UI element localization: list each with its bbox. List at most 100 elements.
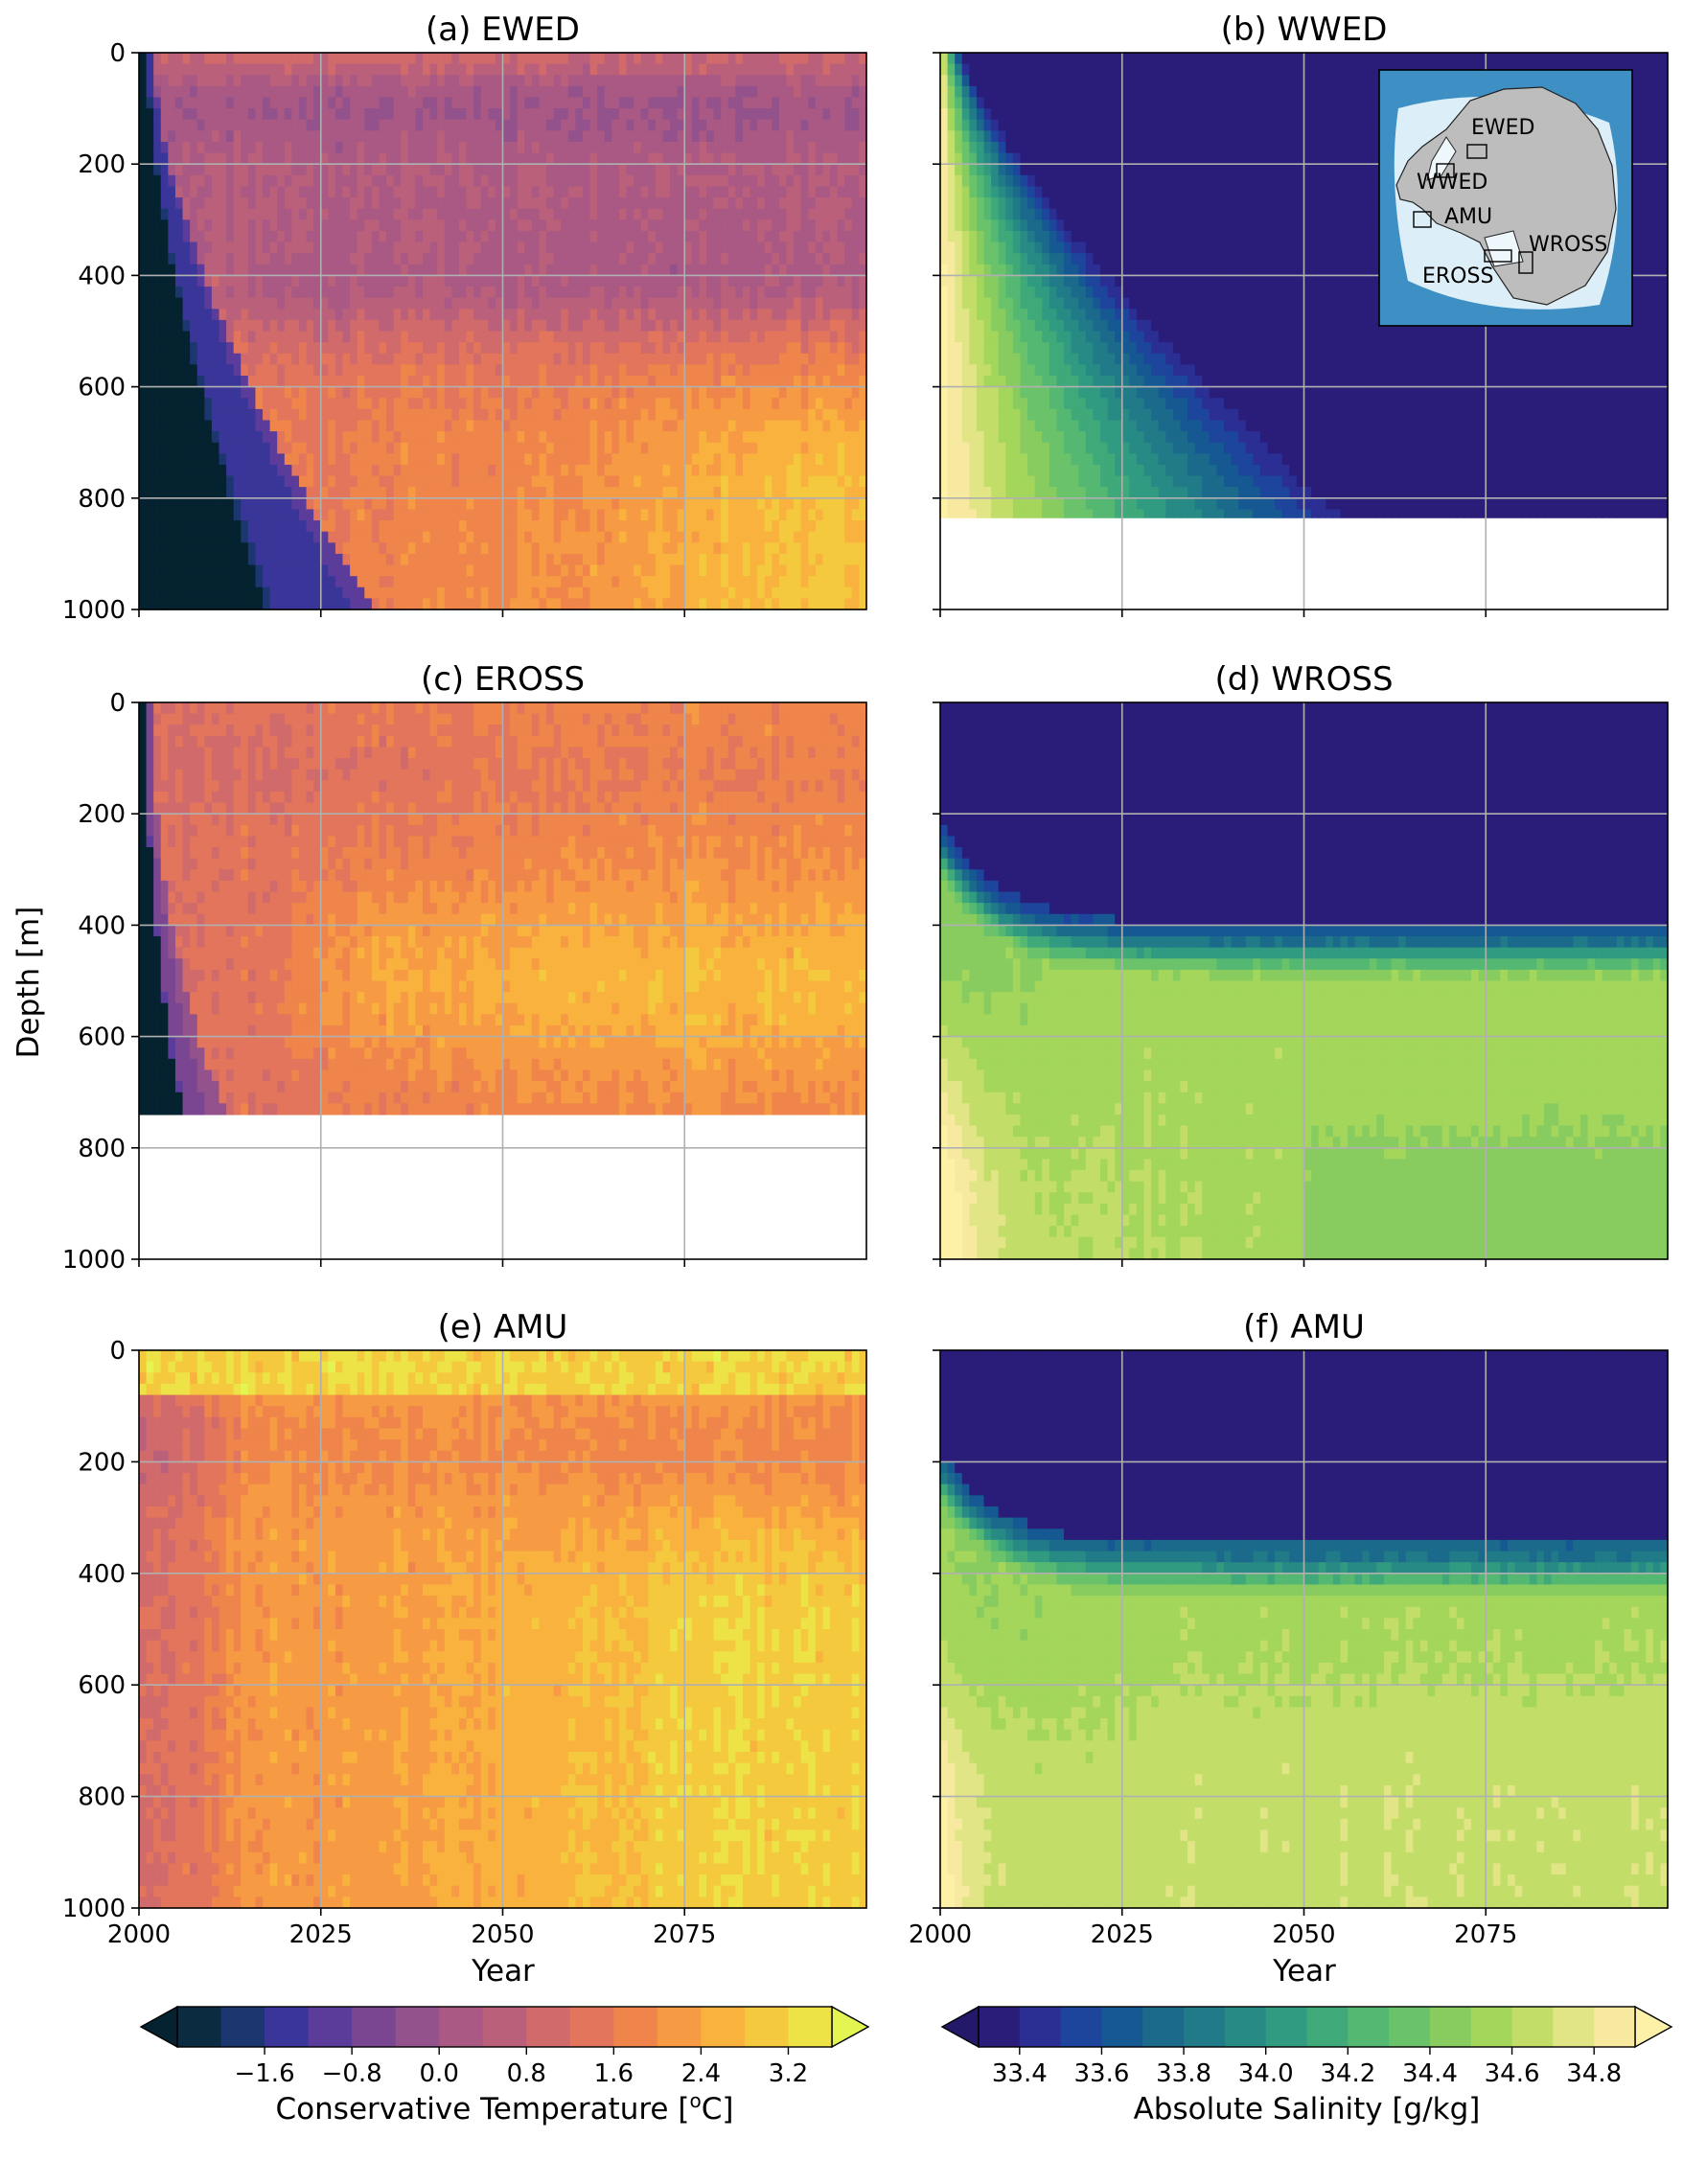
colorbar-tick-label: 0.0 bbox=[420, 2059, 459, 2088]
x-tick-label: 2000 bbox=[909, 1920, 972, 1949]
y-tick-label: 400 bbox=[78, 1560, 126, 1589]
colorbar-tick-label: 34.4 bbox=[1402, 2059, 1458, 2088]
x-tick-label: 2050 bbox=[471, 1920, 534, 1949]
panel-f: 2000 2025 2050 2075 (f) AMU bbox=[909, 1308, 1669, 1949]
colorbars-layer: −1.6 −0.8 0.0 0.8 1.6 2.4 3.2 Conservative Temp… bbox=[141, 2007, 1671, 2127]
y-tick-label: 800 bbox=[78, 485, 126, 514]
y-tick-label: 600 bbox=[78, 1671, 126, 1700]
colorbar-under-arrow bbox=[942, 2007, 979, 2047]
colorbar-tick-label: 34.0 bbox=[1238, 2059, 1294, 2088]
colorbar-tick-label: 33.4 bbox=[992, 2059, 1048, 2088]
colorbar-swatch bbox=[439, 2007, 483, 2047]
y-tick-label: 600 bbox=[78, 1023, 126, 1052]
panel-d: (d) WROSS bbox=[933, 660, 1669, 1267]
inset-label-amu: AMU bbox=[1444, 205, 1492, 229]
colorbar-swatch bbox=[265, 2007, 309, 2047]
y-tick-label: 200 bbox=[78, 150, 126, 179]
colorbar-tick-label: −0.8 bbox=[322, 2059, 382, 2088]
colorbar-swatch bbox=[788, 2007, 832, 2047]
inset-map: EWED WWED AMU WROSS EROSS bbox=[1379, 70, 1632, 326]
colorbar-swatch bbox=[1430, 2007, 1471, 2047]
y-tick-label: 400 bbox=[78, 262, 126, 290]
y-tick-label: 0 bbox=[109, 39, 126, 68]
y-tick-label: 1000 bbox=[62, 596, 126, 625]
colorbar-swatch bbox=[1225, 2007, 1266, 2047]
y-tick-label: 1000 bbox=[62, 1895, 126, 1923]
colorbar-swatch bbox=[657, 2007, 702, 2047]
y-tick-label: 600 bbox=[78, 374, 126, 402]
y-axis-label: Depth [m] bbox=[12, 907, 46, 1059]
colorbar-tick-label: 33.8 bbox=[1156, 2059, 1211, 2088]
colorbar-swatch bbox=[177, 2007, 221, 2047]
colorbar-swatch bbox=[570, 2007, 614, 2047]
colorbar-swatch bbox=[1142, 2007, 1184, 2047]
panel-title: (e) AMU bbox=[438, 1308, 568, 1346]
panel-title: (f) AMU bbox=[1243, 1308, 1365, 1346]
x-tick-label: 2075 bbox=[653, 1920, 716, 1949]
colorbar-temperature: −1.6 −0.8 0.0 0.8 1.6 2.4 3.2 Conservative Temp… bbox=[141, 2007, 868, 2127]
colorbar-under-arrow bbox=[141, 2007, 177, 2047]
colorbar-swatch bbox=[1594, 2007, 1635, 2047]
colorbar-tick-label: 1.6 bbox=[594, 2059, 634, 2088]
y-tick-label: 0 bbox=[109, 689, 126, 718]
colorbar-tick-label: 2.4 bbox=[681, 2059, 721, 2088]
colorbar-swatch bbox=[1553, 2007, 1594, 2047]
colorbar-swatch bbox=[309, 2007, 353, 2047]
colorbar-over-arrow bbox=[832, 2007, 868, 2047]
x-tick-label: 2025 bbox=[289, 1920, 353, 1949]
panel-title: (b) WWED bbox=[1221, 11, 1388, 49]
y-tick-label: 800 bbox=[78, 1135, 126, 1163]
colorbar-over-arrow bbox=[1635, 2007, 1671, 2047]
colorbar-swatch bbox=[1389, 2007, 1430, 2047]
colorbar-tick-label: 33.6 bbox=[1073, 2059, 1129, 2088]
inset-label-eross: EROSS bbox=[1422, 264, 1493, 288]
colorbar-swatch bbox=[221, 2007, 265, 2047]
colorbar-swatch bbox=[1101, 2007, 1142, 2047]
colorbar-swatch bbox=[1512, 2007, 1554, 2047]
colorbar-swatch bbox=[1307, 2007, 1349, 2047]
colorbar-swatch bbox=[1061, 2007, 1102, 2047]
colorbar-label: Absolute Salinity [g/kg] bbox=[1134, 2092, 1481, 2127]
colorbar-tick-label: 34.2 bbox=[1320, 2059, 1375, 2088]
colorbar-swatch bbox=[1348, 2007, 1389, 2047]
colorbar-swatch bbox=[745, 2007, 789, 2047]
colorbar-swatch bbox=[526, 2007, 570, 2047]
inset-label-wwed: WWED bbox=[1417, 171, 1487, 195]
y-tick-label: 200 bbox=[78, 1448, 126, 1477]
x-tick-label: 2000 bbox=[107, 1920, 171, 1949]
x-axis-label-right: Year bbox=[1272, 1954, 1336, 1989]
colorbar-label: Conservative Temperature [oC] bbox=[276, 2089, 734, 2127]
y-tick-label: 0 bbox=[109, 1337, 126, 1366]
colorbar-tick-label: 3.2 bbox=[769, 2059, 808, 2088]
colorbar-swatch bbox=[352, 2007, 396, 2047]
colorbar-swatch bbox=[701, 2007, 745, 2047]
figure: 0 200 400 600 800 1000 (a) EWED (b) WWED 0 200 400… bbox=[0, 0, 1683, 2184]
colorbar-salinity: 33.4 33.6 33.8 34.0 34.2 34.4 34.6 34.8 Absolute… bbox=[942, 2007, 1671, 2127]
colorbar-tick-label: 34.8 bbox=[1566, 2059, 1622, 2088]
colorbar-swatch bbox=[1020, 2007, 1061, 2047]
colorbar-swatch bbox=[1266, 2007, 1307, 2047]
y-tick-label: 1000 bbox=[62, 1246, 126, 1275]
x-axis-label-left: Year bbox=[471, 1954, 535, 1989]
colorbar-swatch bbox=[979, 2007, 1020, 2047]
panel-a: 0 200 400 600 800 1000 (a) EWED bbox=[62, 11, 867, 625]
colorbar-swatch bbox=[1471, 2007, 1512, 2047]
y-tick-label: 200 bbox=[78, 800, 126, 829]
panel-title: (a) EWED bbox=[426, 11, 580, 49]
colorbar-tick-label: −1.6 bbox=[234, 2059, 294, 2088]
x-tick-label: 2025 bbox=[1091, 1920, 1154, 1949]
colorbar-tick-label: 0.8 bbox=[507, 2059, 546, 2088]
panel-title: (d) WROSS bbox=[1214, 660, 1393, 699]
panel-title: (c) EROSS bbox=[421, 660, 585, 699]
x-tick-label: 2075 bbox=[1454, 1920, 1517, 1949]
inset-label-wross: WROSS bbox=[1529, 233, 1607, 257]
colorbar-swatch bbox=[483, 2007, 527, 2047]
inset-label-ewed: EWED bbox=[1471, 116, 1535, 140]
colorbar-tick-label: 34.6 bbox=[1485, 2059, 1540, 2088]
colorbar-swatch bbox=[1184, 2007, 1225, 2047]
x-tick-label: 2050 bbox=[1272, 1920, 1335, 1949]
colorbar-swatch bbox=[396, 2007, 440, 2047]
y-tick-label: 800 bbox=[78, 1783, 126, 1812]
